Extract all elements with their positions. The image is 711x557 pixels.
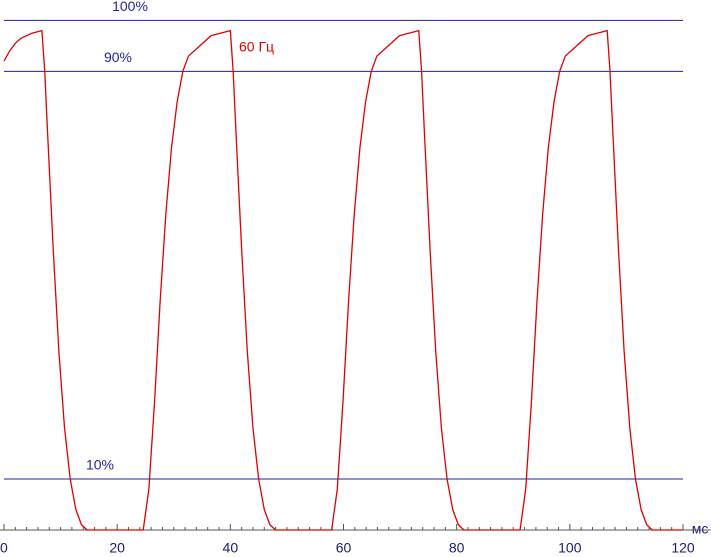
x-axis-label: мс: [692, 521, 709, 537]
x-tick-label: 120: [671, 540, 695, 556]
reference-label: 100%: [112, 0, 148, 14]
reference-label: 90%: [104, 49, 132, 65]
data-line: [3, 29, 683, 531]
x-tick-label: 40: [223, 540, 239, 556]
x-tick-label: 0: [0, 540, 8, 556]
x-tick-label: 80: [449, 540, 465, 556]
x-tick-label: 20: [109, 540, 125, 556]
x-tick-label: 100: [558, 540, 582, 556]
reference-label: 10%: [86, 457, 114, 473]
series-label: 60 Гц: [239, 39, 274, 55]
x-tick-label: 60: [336, 540, 352, 556]
